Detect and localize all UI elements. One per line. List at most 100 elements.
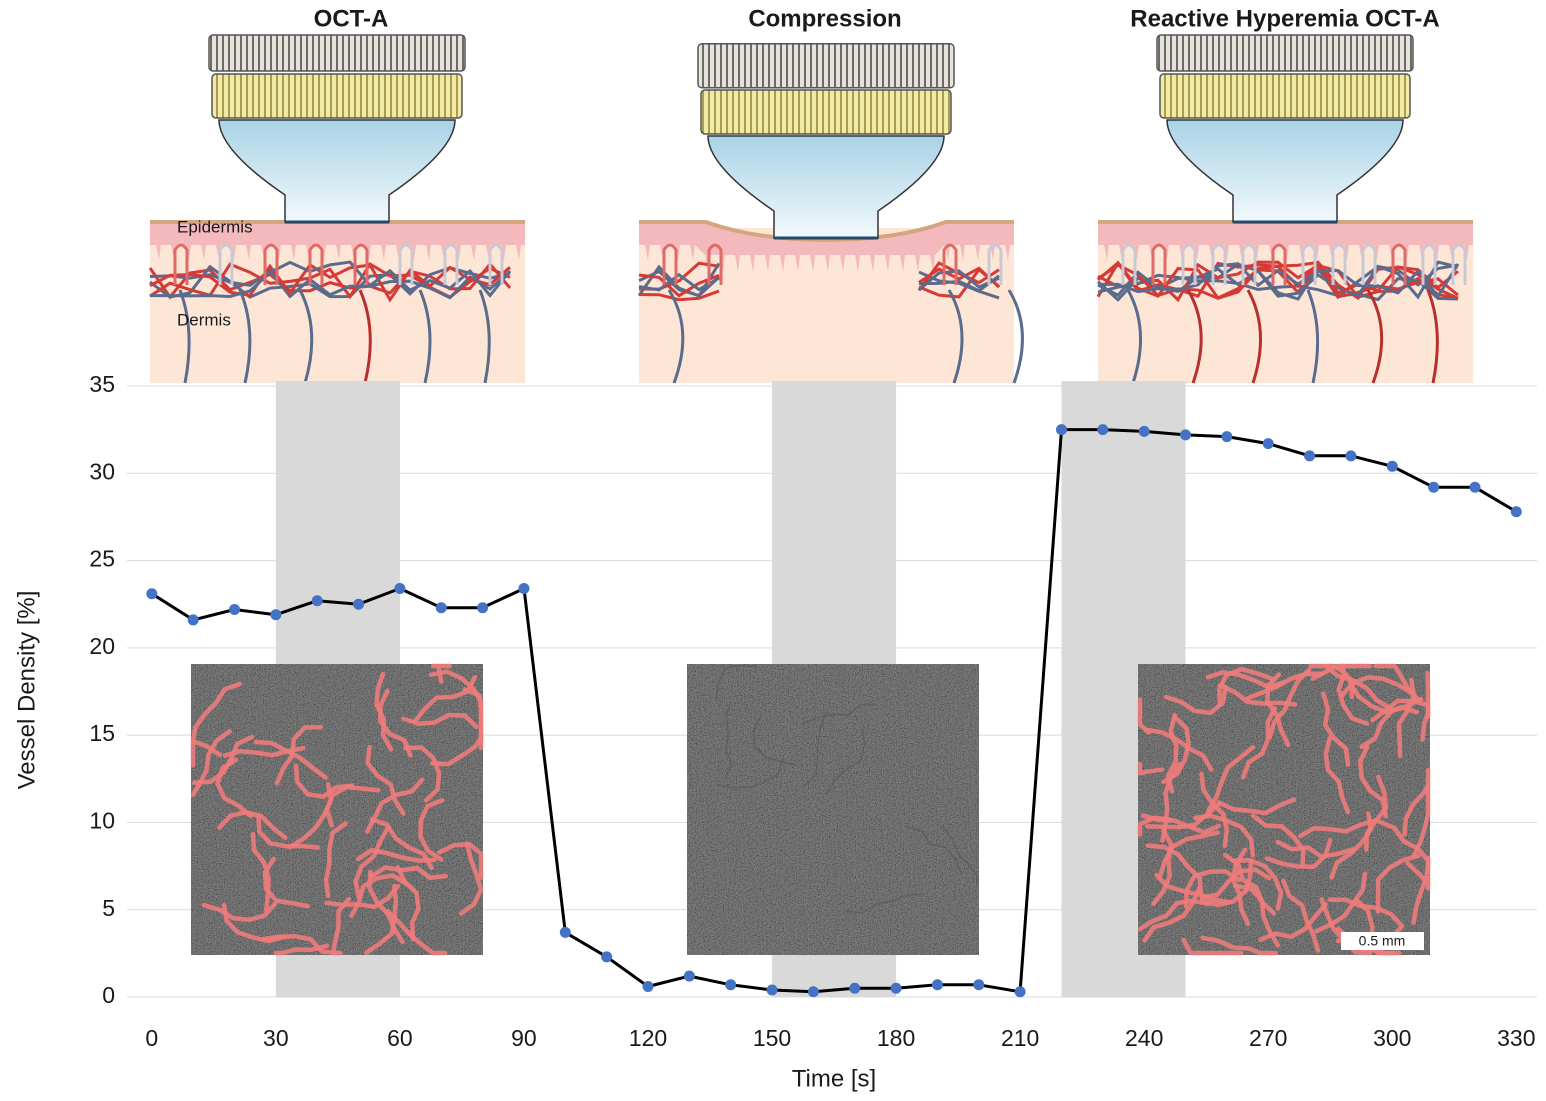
- data-point: [601, 951, 613, 963]
- vessel-signal: [1298, 818, 1379, 839]
- vessel: [638, 269, 721, 298]
- panel-title: Compression: [748, 5, 901, 32]
- deep-vessel: [667, 289, 685, 384]
- vessel-signal: [349, 873, 409, 919]
- vessel-signal: [1323, 736, 1351, 815]
- probe-lens: [707, 135, 945, 239]
- probe-top: [208, 34, 466, 72]
- y-tick-label: 0: [102, 982, 115, 1008]
- deep-vessel: [178, 289, 191, 384]
- capillary: [1211, 243, 1227, 285]
- data-line: [150, 428, 1518, 994]
- data-point: [311, 595, 323, 607]
- x-tick-label: 180: [877, 1025, 915, 1051]
- vessel-signal: [1165, 713, 1179, 794]
- vessel-signal: [430, 720, 484, 767]
- capillary: [308, 243, 324, 285]
- capillary: [218, 243, 234, 285]
- vessel-signal: [353, 825, 391, 900]
- data-point: [683, 970, 695, 982]
- vessel: [1097, 262, 1460, 300]
- data-point: [890, 982, 902, 994]
- y-tick-label: 15: [89, 720, 115, 746]
- probe-ring: [1159, 73, 1411, 119]
- data-point: [931, 979, 943, 991]
- capillary: [987, 243, 1003, 285]
- y-tick-label: 5: [102, 895, 115, 921]
- vessel-signal: [1145, 843, 1204, 896]
- vessel-signal: [1314, 871, 1368, 934]
- vessel-signal: [369, 817, 434, 871]
- data-point: [766, 984, 778, 996]
- deep-vessel: [1007, 289, 1024, 384]
- deep-vessel: [358, 289, 372, 384]
- vessel-signal: [1411, 784, 1431, 859]
- vessel: [638, 289, 720, 302]
- data-point: [1386, 460, 1398, 472]
- illustration-panel: [1096, 34, 1473, 384]
- x-tick-label: 330: [1497, 1025, 1535, 1051]
- vessel: [149, 260, 512, 299]
- data-point: [477, 602, 489, 614]
- dermis: [150, 228, 525, 383]
- vessel-signal: [355, 847, 437, 863]
- vessel-signal: [1163, 684, 1228, 716]
- probe-top: [697, 43, 955, 89]
- vessel-signal: [365, 744, 406, 816]
- vessel-signal: [1281, 878, 1321, 953]
- deep-vessel: [418, 289, 432, 384]
- capillary: [488, 243, 504, 285]
- panel-title: OCT-A: [314, 5, 389, 32]
- illustrations: [148, 34, 1473, 384]
- texts: OCT-A Compression Reactive Hyperemia OCT…: [13, 5, 1439, 1092]
- capillary: [942, 243, 958, 285]
- capillary: [353, 243, 369, 285]
- data: [146, 424, 1522, 998]
- data-point: [187, 614, 199, 626]
- capillary: [1361, 243, 1377, 285]
- vessel-signal: [1233, 883, 1280, 948]
- x-tick-label: 300: [1373, 1025, 1411, 1051]
- vessel-signal: [1151, 828, 1174, 907]
- vessel-signal: [1154, 872, 1232, 905]
- faint-signal: [715, 665, 758, 701]
- x-tick-label: 150: [753, 1025, 791, 1051]
- vessel: [638, 272, 720, 292]
- capillary: [1151, 243, 1167, 285]
- vessel-signal: [222, 745, 306, 758]
- vessel-signal: [273, 943, 330, 956]
- vessel-signal: [1329, 811, 1374, 880]
- vessel-signal: [377, 688, 413, 758]
- deep-vessel: [1246, 289, 1262, 384]
- data-point: [146, 588, 158, 600]
- probe-top: [1156, 34, 1414, 72]
- vessel-signal: [324, 883, 401, 910]
- capillary: [173, 243, 189, 285]
- data-point: [973, 979, 985, 991]
- y-tick-label: 30: [89, 458, 115, 484]
- data-point: [1221, 431, 1233, 443]
- data-point: [353, 598, 365, 610]
- data-point: [642, 981, 654, 993]
- data-point: [559, 926, 571, 938]
- data-point: [807, 986, 819, 998]
- illustration-panel: [148, 34, 525, 384]
- vessel-signal: [1359, 696, 1424, 750]
- faint-signal: [753, 714, 798, 767]
- vessel-signal: [1275, 839, 1355, 859]
- vessel: [918, 269, 1000, 291]
- faint-signal: [716, 758, 784, 789]
- data-point: [1510, 506, 1522, 518]
- epidermis: [639, 222, 1014, 272]
- vessel-signal: [287, 782, 334, 850]
- vessel-signal: [1160, 762, 1182, 843]
- vessel-signal: [418, 797, 445, 862]
- x-tick-label: 0: [145, 1025, 158, 1051]
- faint-signal: [826, 727, 866, 794]
- vessel-signal: [1405, 861, 1431, 891]
- data-point: [518, 583, 530, 595]
- data-point: [1097, 424, 1109, 436]
- capillary: [1301, 243, 1317, 285]
